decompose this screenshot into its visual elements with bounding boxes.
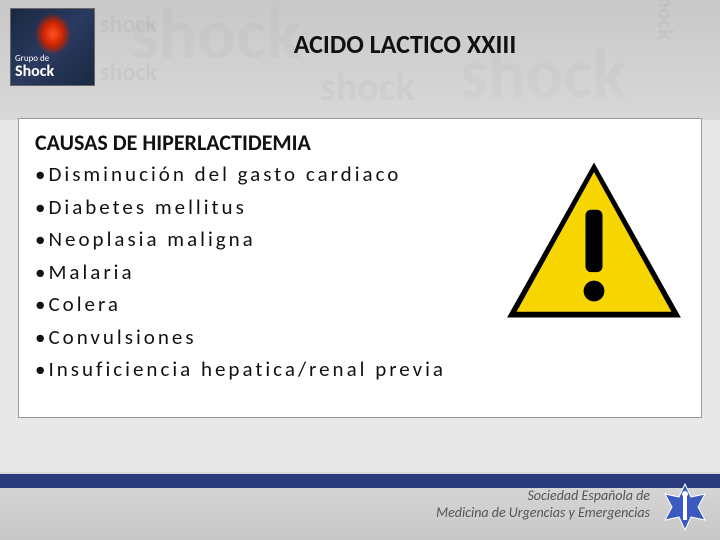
logo-main-text: Shock bbox=[15, 62, 54, 81]
bg-shock-word: shock bbox=[100, 58, 157, 87]
society-line2: Medicina de Urgencias y Emergencias bbox=[436, 504, 650, 521]
content-box: CAUSAS DE HIPERLACTIDEMIA •Disminución d… bbox=[18, 118, 702, 418]
society-text: Sociedad Española de Medicina de Urgenci… bbox=[436, 488, 650, 522]
medical-star-icon bbox=[660, 482, 710, 532]
slide-title: ACIDO LACTICO XXIII bbox=[0, 28, 720, 60]
warning-triangle-icon bbox=[499, 155, 689, 325]
warning-sign bbox=[499, 155, 689, 325]
bullet-item: •Convulsiones bbox=[35, 321, 685, 354]
header-background: shockshockshockshockshockshock bbox=[0, 0, 720, 120]
society-line1: Sociedad Española de bbox=[527, 487, 650, 504]
content-heading: CAUSAS DE HIPERLACTIDEMIA bbox=[35, 129, 685, 156]
bullet-item: •Insuficiencia hepatica/renal previa bbox=[35, 353, 685, 386]
footer-bar bbox=[0, 474, 720, 488]
bg-shock-word: shock bbox=[320, 62, 415, 111]
